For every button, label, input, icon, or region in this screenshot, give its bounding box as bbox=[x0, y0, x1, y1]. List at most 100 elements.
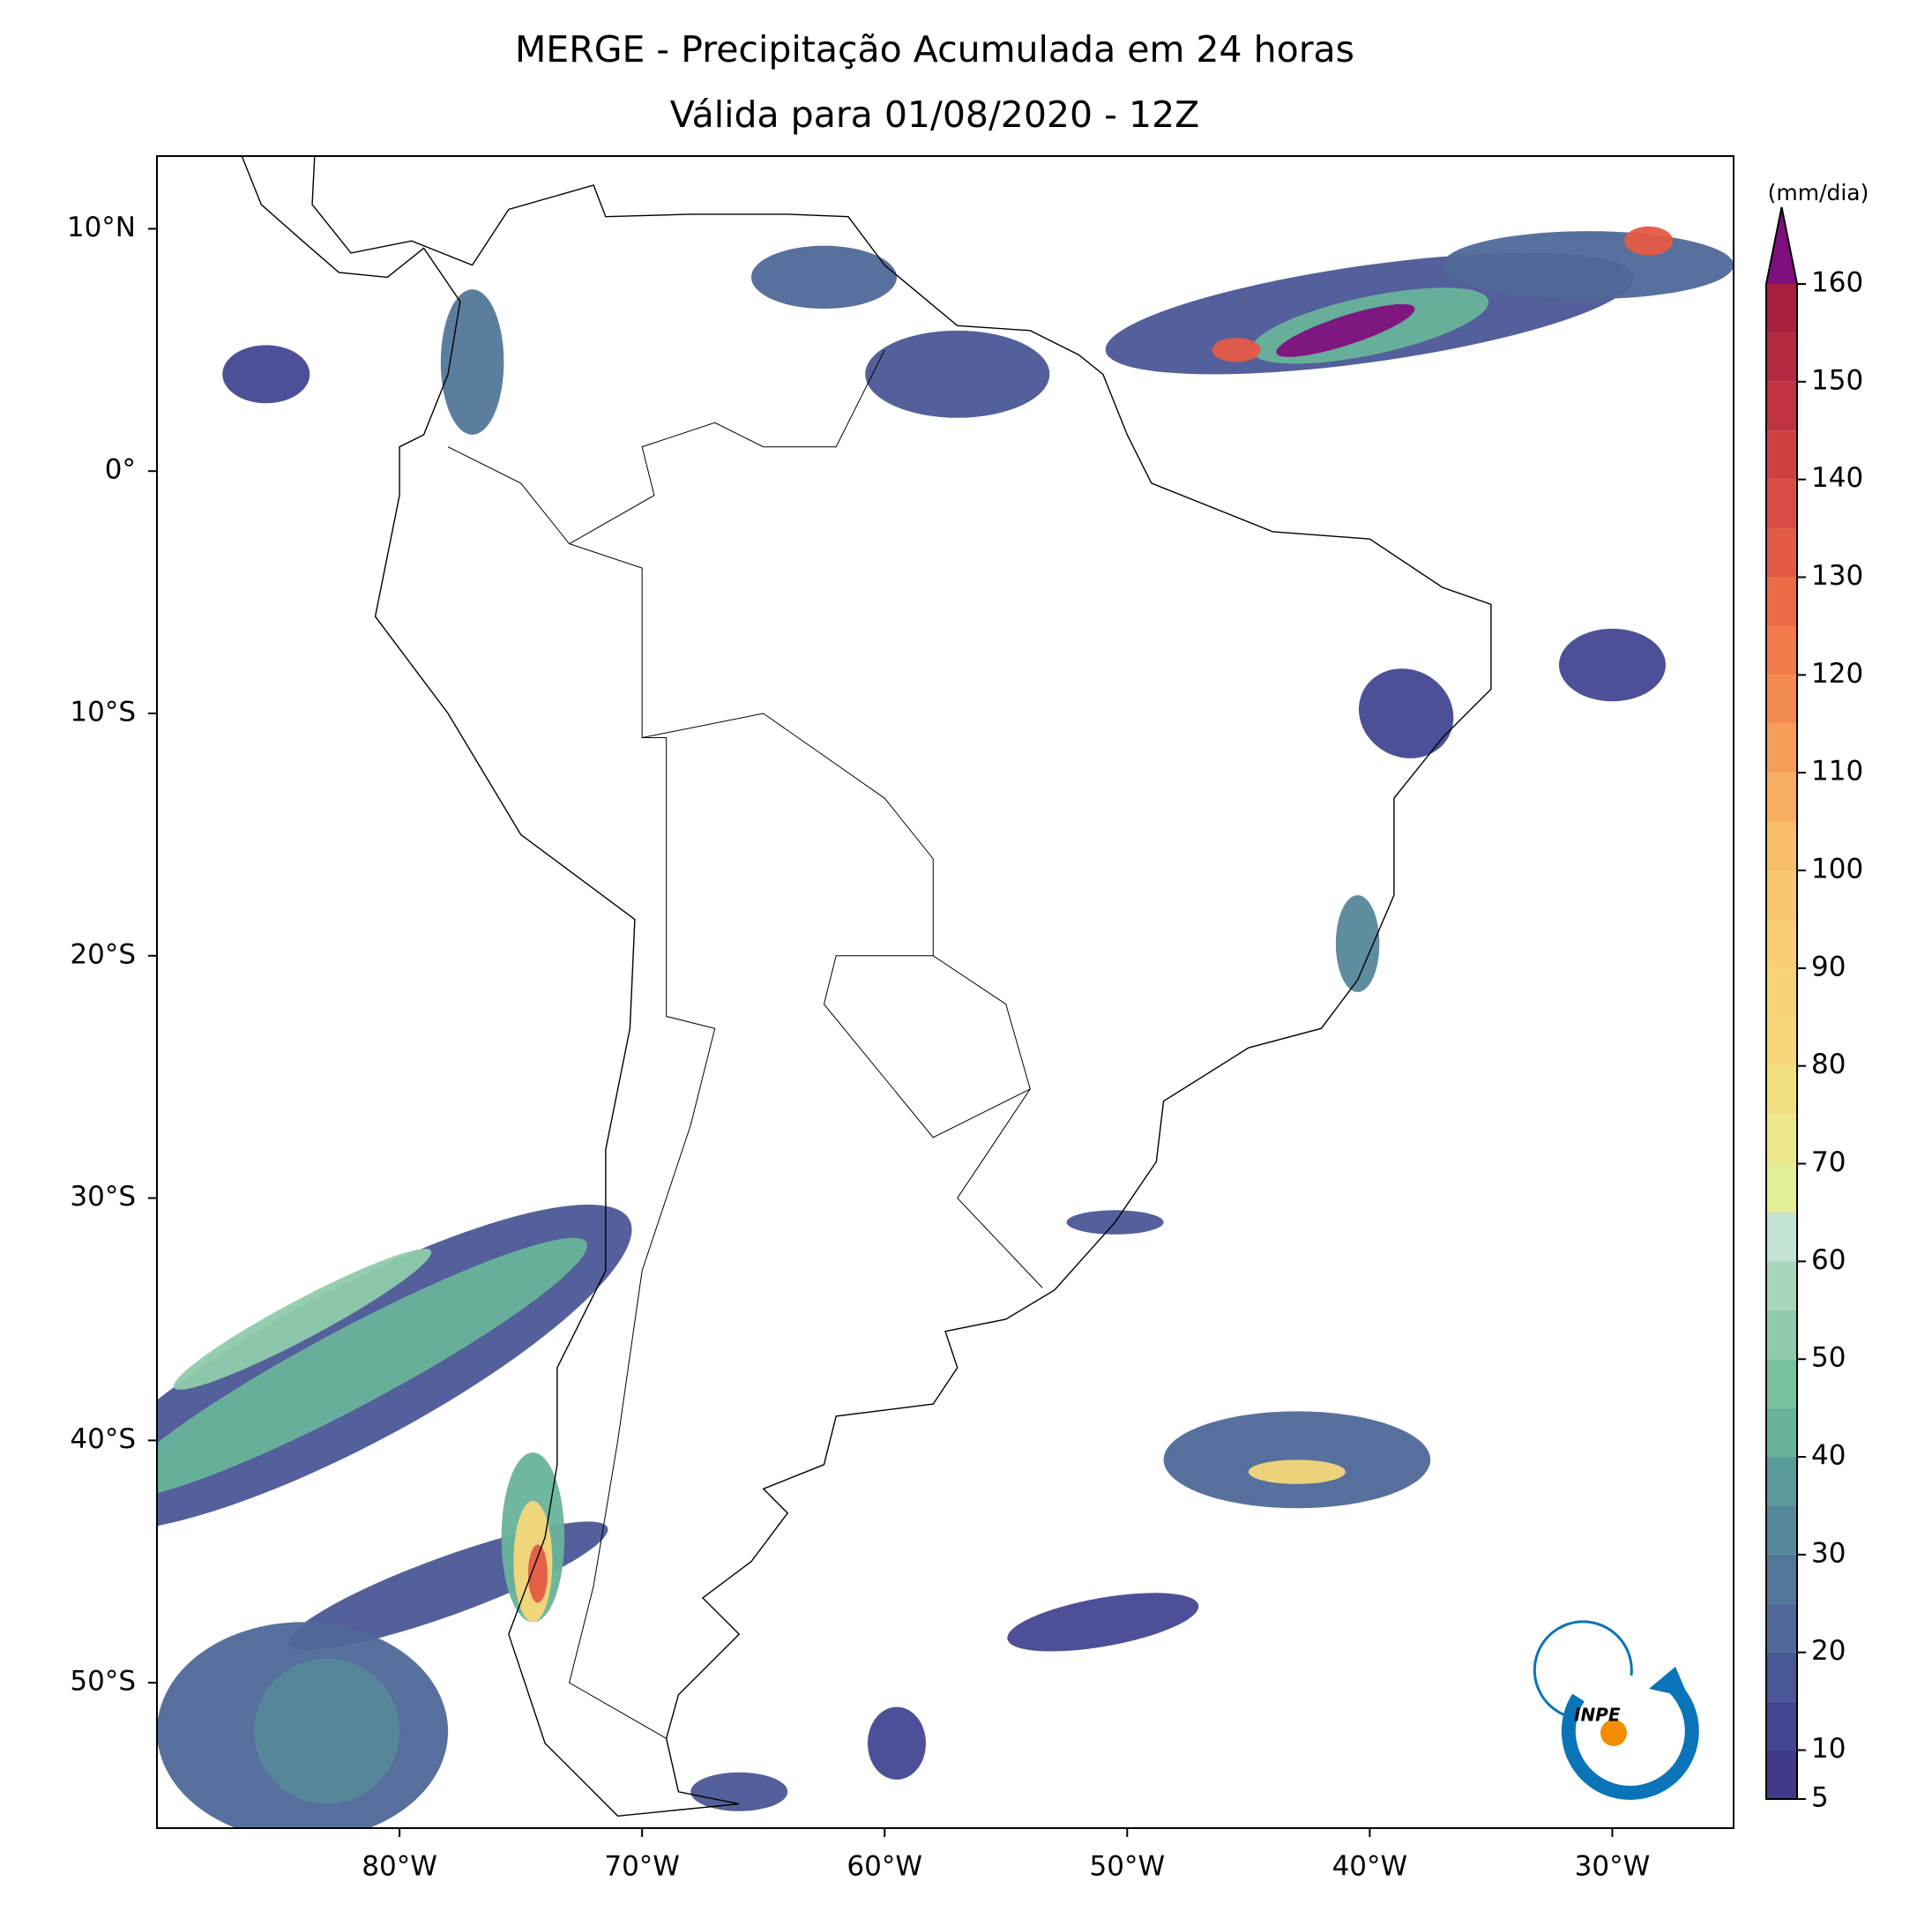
colorbar-tick-label: 30 bbox=[1811, 1537, 1846, 1569]
axes-frame bbox=[156, 155, 1734, 1829]
precip-patch bbox=[173, 1249, 432, 1390]
x-tick-label: 40°W bbox=[1332, 1851, 1408, 1883]
precip-patch bbox=[222, 345, 310, 404]
precip-patch bbox=[1163, 1411, 1431, 1509]
y-tick-label: 40°S bbox=[70, 1423, 136, 1455]
colorbar-tick-label: 140 bbox=[1811, 462, 1863, 494]
colorbar-bin bbox=[1766, 1652, 1797, 1702]
logo-arrow bbox=[1649, 1667, 1689, 1698]
colorbar-tick-label: 130 bbox=[1811, 560, 1863, 592]
colorbar-extension bbox=[1766, 207, 1797, 284]
colorbar-bin bbox=[1766, 479, 1797, 529]
logo-orbit bbox=[1533, 1620, 1633, 1717]
subtitle-line: Válida para 01/08/2020 - 12Z bbox=[670, 93, 1200, 136]
precip-patch bbox=[1212, 338, 1261, 362]
colorbar-bin bbox=[1766, 1212, 1797, 1262]
colorbar-bin bbox=[1766, 430, 1797, 480]
border bbox=[447, 446, 571, 544]
y-tick-label: 10°N bbox=[67, 212, 136, 243]
colorbar-tick-label: 60 bbox=[1811, 1244, 1846, 1276]
colorbar-bin bbox=[1766, 919, 1797, 968]
colorbar-bin bbox=[1766, 284, 1797, 333]
colorbar-bin bbox=[1766, 577, 1797, 626]
colorbar-bin bbox=[1766, 967, 1797, 1018]
colorbar-bin bbox=[1766, 1603, 1797, 1653]
colorbar-tick-label: 50 bbox=[1811, 1342, 1846, 1374]
colorbar-bin bbox=[1766, 1359, 1797, 1408]
colorbar-bin bbox=[1766, 625, 1797, 676]
colorbar-bin bbox=[1766, 1065, 1797, 1116]
logo-sun bbox=[1600, 1720, 1627, 1746]
colorbar-tick-label: 70 bbox=[1811, 1146, 1846, 1178]
colorbar-bin bbox=[1766, 1701, 1797, 1751]
colorbar-tick-label: 160 bbox=[1811, 267, 1863, 299]
precip-patch bbox=[254, 1658, 400, 1804]
logo: INPE bbox=[1533, 1620, 1699, 1800]
precip-patch bbox=[750, 245, 897, 310]
colorbar-tick-label: 110 bbox=[1811, 756, 1863, 788]
colorbar-bin bbox=[1766, 773, 1797, 822]
colorbar-bin bbox=[1766, 870, 1797, 920]
colorbar-frame bbox=[1765, 206, 1798, 1800]
map-area bbox=[157, 156, 1734, 1828]
precip-patch bbox=[1624, 226, 1674, 256]
colorbar-bin bbox=[1766, 1261, 1797, 1310]
colorbar-tick-label: 20 bbox=[1811, 1635, 1846, 1667]
colorbar-tick-label: 40 bbox=[1811, 1440, 1846, 1472]
precip-patch bbox=[527, 1544, 548, 1603]
precip-patch bbox=[1335, 895, 1380, 992]
border bbox=[642, 713, 1043, 1288]
colorbar-unit: (mm/dia) bbox=[1768, 180, 1869, 205]
x-tick-label: 50°W bbox=[1090, 1851, 1166, 1883]
colorbar-bin bbox=[1766, 723, 1797, 773]
precip-patch bbox=[1248, 1459, 1346, 1484]
colorbar-bin bbox=[1766, 1163, 1797, 1213]
precip-patch bbox=[1558, 628, 1666, 702]
colorbar-tick-label: 120 bbox=[1811, 658, 1863, 690]
colorbar-tick-label: 80 bbox=[1811, 1049, 1846, 1080]
precip-patch bbox=[1442, 231, 1734, 300]
y-tick-label: 30°S bbox=[70, 1181, 136, 1213]
colorbar-bin bbox=[1766, 332, 1797, 382]
colorbar-tick-label: 100 bbox=[1811, 854, 1863, 885]
border bbox=[569, 543, 716, 1739]
precip-patch bbox=[1007, 1593, 1199, 1652]
title-line: MERGE - Precipitação Acumulada em 24 hor… bbox=[515, 28, 1354, 71]
coastline bbox=[241, 156, 1492, 1817]
colorbar-bin bbox=[1766, 1457, 1797, 1506]
colorbar-bin bbox=[1766, 528, 1797, 578]
x-tick-label: 60°W bbox=[847, 1851, 922, 1883]
precip-patch bbox=[1358, 668, 1454, 758]
precip-patch bbox=[1276, 303, 1415, 357]
colorbar-bin bbox=[1766, 1750, 1797, 1799]
x-tick-label: 70°W bbox=[604, 1851, 680, 1883]
border bbox=[569, 349, 885, 545]
colorbar-tick-label: 90 bbox=[1811, 951, 1846, 982]
colorbar-bin bbox=[1766, 1115, 1797, 1164]
border bbox=[823, 955, 1031, 1138]
colorbar-bin bbox=[1766, 1554, 1797, 1604]
colorbar-bin bbox=[1766, 1017, 1797, 1066]
colorbar-bin bbox=[1766, 821, 1797, 871]
logo-text: INPE bbox=[1574, 1705, 1621, 1726]
precip-patch bbox=[867, 1706, 926, 1780]
colorbar-bin bbox=[1766, 381, 1797, 431]
precip-patch bbox=[157, 1237, 588, 1498]
colorbar-tick-label: 5 bbox=[1811, 1782, 1829, 1814]
logo-swoosh bbox=[1561, 1674, 1699, 1800]
y-tick-label: 0° bbox=[105, 454, 136, 486]
colorbar-tick-label: 10 bbox=[1811, 1733, 1846, 1765]
y-tick-label: 10°S bbox=[70, 697, 136, 728]
colorbar-bin bbox=[1766, 1407, 1797, 1458]
colorbar-tick-label: 150 bbox=[1811, 364, 1863, 396]
y-tick-label: 20°S bbox=[70, 938, 136, 970]
precip-patch bbox=[865, 330, 1050, 418]
x-tick-label: 30°W bbox=[1575, 1851, 1651, 1883]
colorbar-bin bbox=[1766, 1310, 1797, 1360]
y-tick-label: 50°S bbox=[70, 1666, 136, 1698]
colorbar-bin bbox=[1766, 675, 1797, 724]
colorbar-bin bbox=[1766, 1505, 1797, 1555]
precip-patch bbox=[690, 1772, 788, 1811]
x-tick-label: 80°W bbox=[362, 1851, 437, 1883]
